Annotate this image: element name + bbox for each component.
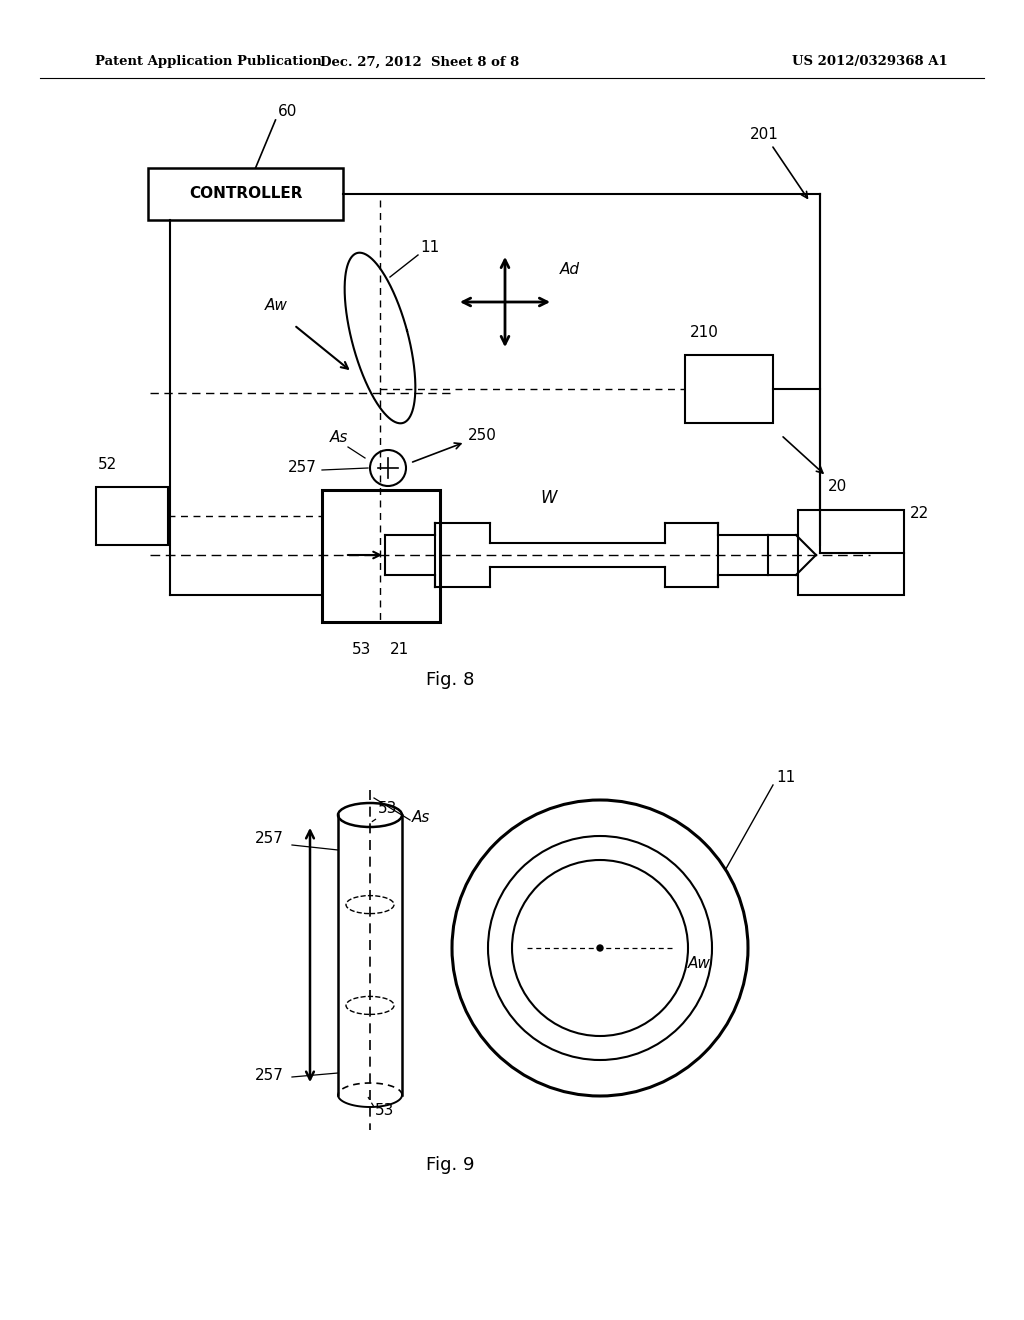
Text: Aw: Aw xyxy=(265,298,288,313)
Text: As: As xyxy=(330,430,348,445)
Text: 52: 52 xyxy=(98,457,118,473)
Text: Fig. 8: Fig. 8 xyxy=(426,671,474,689)
Text: 53: 53 xyxy=(378,801,397,816)
Text: Ad: Ad xyxy=(560,261,580,277)
Circle shape xyxy=(597,945,603,950)
Bar xyxy=(322,490,440,622)
Text: Fig. 9: Fig. 9 xyxy=(426,1156,474,1173)
Text: Dec. 27, 2012  Sheet 8 of 8: Dec. 27, 2012 Sheet 8 of 8 xyxy=(321,55,519,69)
Text: 257: 257 xyxy=(255,1068,284,1082)
Text: 257: 257 xyxy=(255,832,284,846)
Text: Patent Application Publication: Patent Application Publication xyxy=(95,55,322,69)
Text: 20: 20 xyxy=(783,437,847,494)
Text: 53: 53 xyxy=(352,642,372,657)
Text: 53: 53 xyxy=(375,1104,394,1118)
Text: 21: 21 xyxy=(390,642,410,657)
Bar xyxy=(685,355,773,422)
Text: US 2012/0329368 A1: US 2012/0329368 A1 xyxy=(793,55,948,69)
Text: 11: 11 xyxy=(420,240,439,255)
Text: 22: 22 xyxy=(910,506,929,521)
Bar xyxy=(148,168,343,220)
Text: Aw: Aw xyxy=(688,956,711,972)
Text: CONTROLLER: CONTROLLER xyxy=(188,186,302,202)
Bar xyxy=(798,510,904,595)
Text: 201: 201 xyxy=(750,127,807,198)
Text: 257: 257 xyxy=(288,459,316,475)
Text: 250: 250 xyxy=(413,428,497,462)
Text: As: As xyxy=(412,810,430,825)
Text: 11: 11 xyxy=(776,770,796,785)
Bar xyxy=(96,487,168,545)
Text: 210: 210 xyxy=(690,325,719,341)
Text: 60: 60 xyxy=(278,104,297,119)
Text: W: W xyxy=(540,488,556,507)
